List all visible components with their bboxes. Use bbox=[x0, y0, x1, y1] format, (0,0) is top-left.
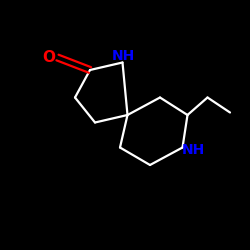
Text: NH: NH bbox=[182, 143, 206, 157]
Text: NH: NH bbox=[112, 49, 136, 63]
Text: O: O bbox=[42, 50, 55, 65]
